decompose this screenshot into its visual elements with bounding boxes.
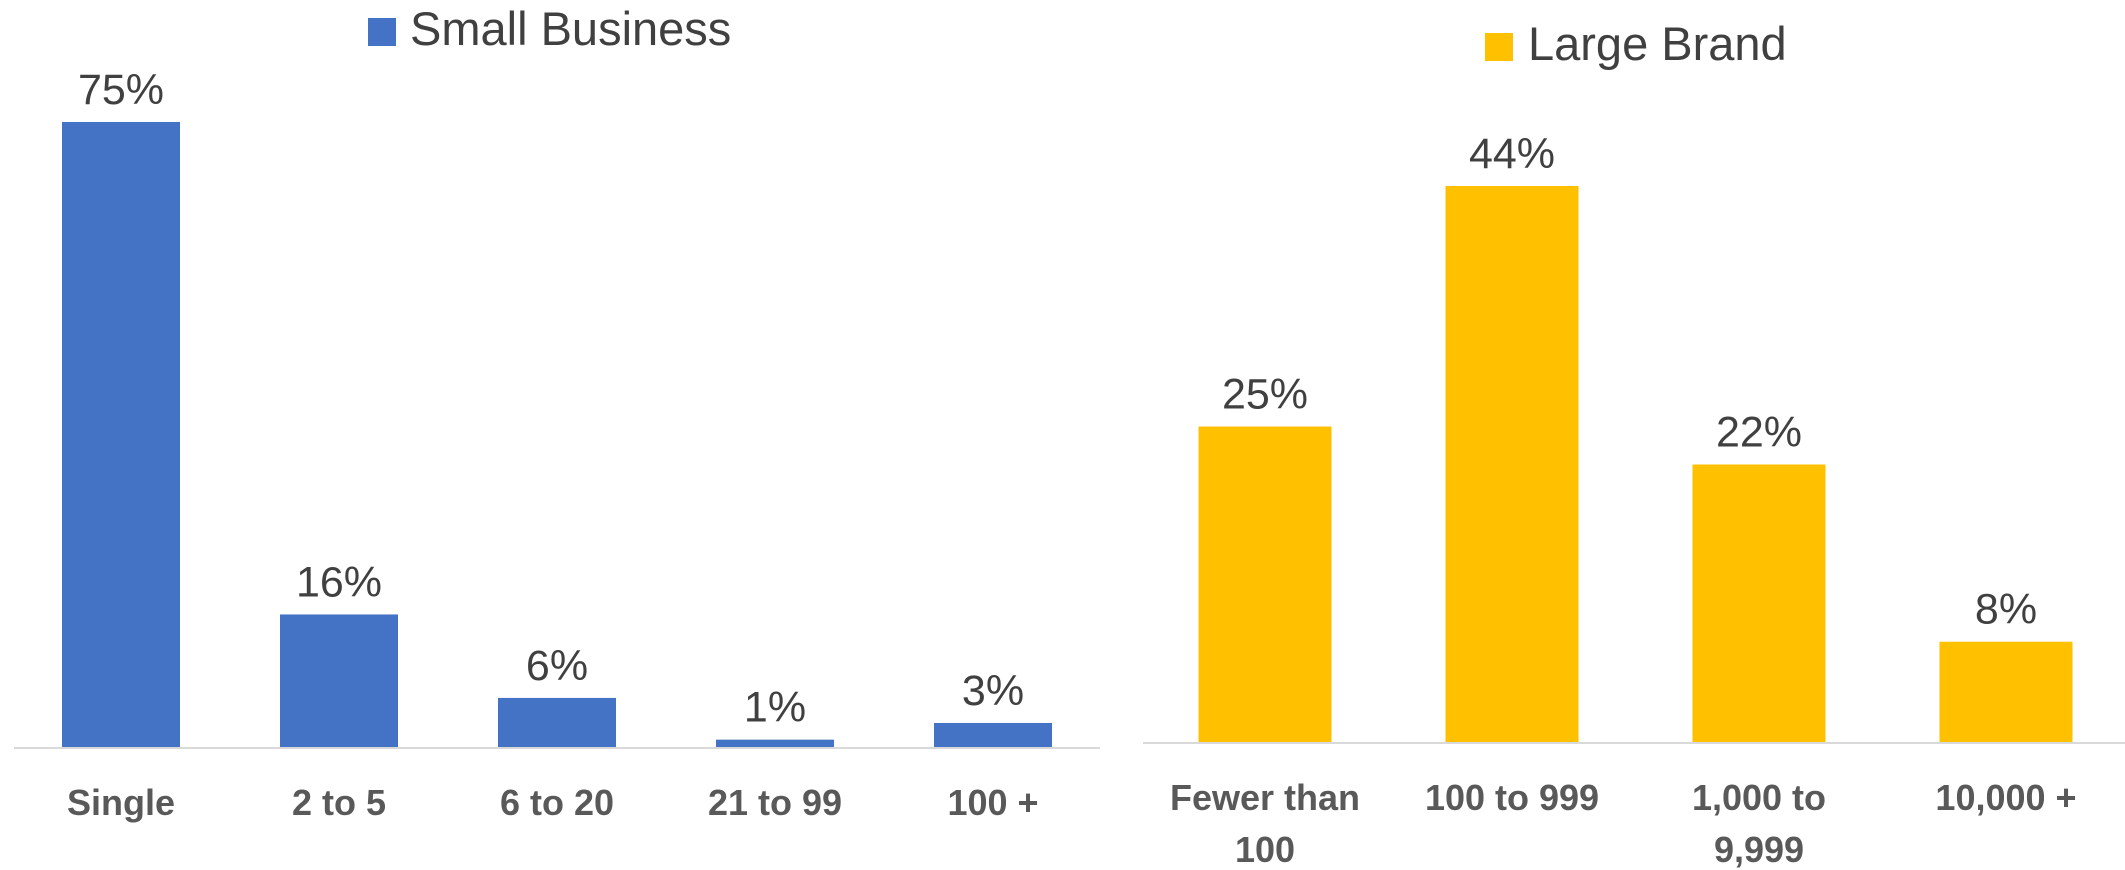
bar — [280, 614, 398, 748]
data-label: 8% — [1975, 586, 2037, 634]
legend-swatch — [1485, 33, 1513, 61]
category-label: Fewer than 100 — [1170, 777, 1360, 870]
bar — [716, 739, 834, 748]
category-label: 2 to 5 — [292, 782, 386, 823]
data-label: 22% — [1716, 409, 1802, 457]
bar — [1939, 641, 2073, 743]
category-label-line: 9,999 — [1714, 829, 1804, 870]
category-label: 100 to 999 — [1425, 777, 1599, 818]
data-label: 16% — [296, 558, 382, 606]
category-label: Single — [67, 782, 175, 823]
data-label: 44% — [1469, 130, 1555, 178]
bar — [1692, 464, 1826, 743]
category-label: 10,000 + — [1935, 777, 2076, 818]
bar — [1445, 186, 1579, 743]
category-label-line: 1,000 to — [1692, 777, 1826, 818]
category-label: 6 to 20 — [500, 782, 614, 823]
bar — [498, 697, 616, 748]
large-brand-chart: Large Brand 25% Fewer than 100 44% 100 to 999… — [1135, 0, 2125, 870]
legend-label: Small Business — [410, 2, 731, 55]
bar — [62, 122, 180, 748]
category-label-line: 100 — [1235, 829, 1295, 870]
small-business-chart-svg: Small Business 75% Single 16% 2 to 5 6% 6 to 2… — [14, 2, 1100, 823]
data-label: 6% — [526, 642, 588, 690]
bar — [934, 722, 1052, 748]
category-label-line: Fewer than — [1170, 777, 1360, 818]
small-business-chart: Small Business 75% Single 16% 2 to 5 6% 6 to 2… — [14, 2, 1100, 823]
category-label: 21 to 99 — [708, 782, 842, 823]
bar — [1198, 426, 1332, 743]
category-label: 100 + — [947, 782, 1038, 823]
data-label: 3% — [962, 667, 1024, 715]
legend-label: Large Brand — [1528, 17, 1787, 70]
data-label: 1% — [744, 684, 806, 732]
data-label: 75% — [78, 66, 164, 114]
category-label: 1,000 to 9,999 — [1692, 777, 1826, 870]
data-label: 25% — [1222, 371, 1308, 419]
large-brand-chart-svg: Large Brand 25% Fewer than 100 44% 100 to 999… — [1143, 17, 2125, 870]
legend-swatch — [368, 18, 396, 46]
